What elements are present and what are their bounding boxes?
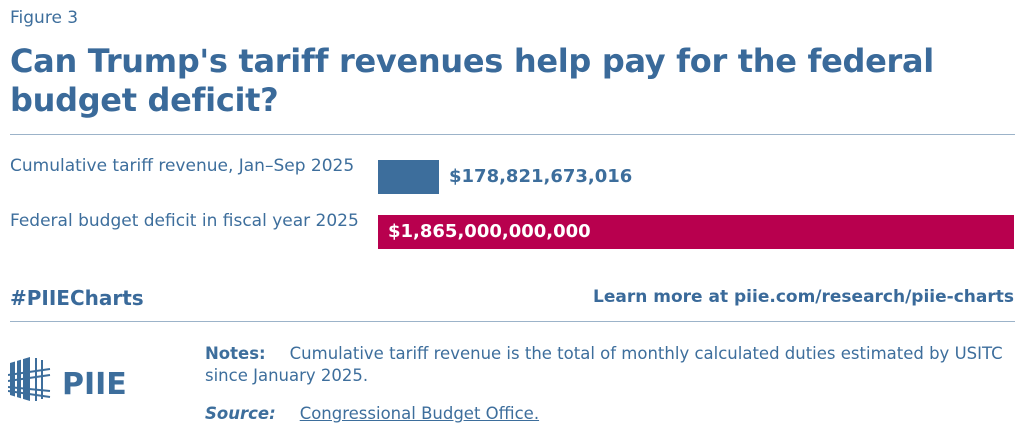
chart-title: Can Trump's tariff revenues help pay for… [10,42,934,119]
learn-more-link[interactable]: Learn more at piie.com/research/piie-cha… [593,287,1014,307]
notes: Notes: Cumulative tariff revenue is the t… [205,343,1015,387]
hashtag: #PIIECharts [10,286,144,310]
divider [10,321,1015,322]
figure-label: Figure 3 [10,8,79,28]
notes-label: Notes: [205,344,266,363]
source: Source: Congressional Budget Office. [205,404,539,423]
source-link[interactable]: Congressional Budget Office. [299,404,540,423]
data-label: $1,865,000,000,000 [388,221,591,242]
bar-tariff-revenue [378,160,439,194]
divider [10,134,1015,135]
category-label: Federal budget deficit in fiscal year 20… [10,211,359,231]
logo-text: PIIE [62,367,127,402]
building-icon: PIIE [7,357,127,402]
bar-budget-deficit [378,215,1014,249]
data-label: $178,821,673,016 [449,166,633,187]
source-label: Source: [205,404,276,423]
category-label: Cumulative tariff revenue, Jan–Sep 2025 [10,156,355,176]
piie-logo: PIIE [7,355,148,409]
notes-text: Cumulative tariff revenue is the total o… [205,344,1003,385]
